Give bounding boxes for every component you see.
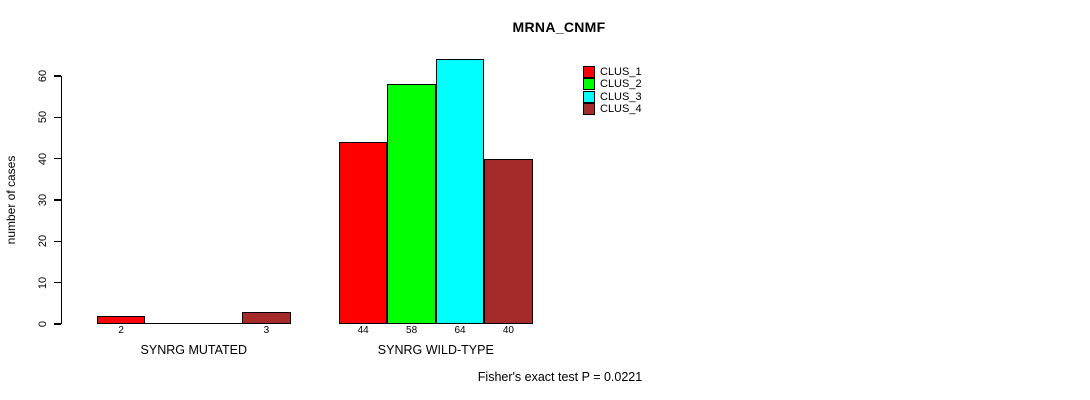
- annotation-text: Fisher's exact test P = 0.0221: [477, 370, 643, 384]
- group-label: SYNRG MUTATED: [140, 343, 248, 357]
- legend: CLUS_1 CLUS_2 CLUS_3 CLUS_4: [583, 66, 642, 116]
- legend-item: CLUS_3: [583, 90, 642, 103]
- legend-swatch: [583, 90, 595, 103]
- y-axis-tick: [54, 116, 61, 119]
- group-label: SYNRG WILD-TYPE: [377, 343, 494, 357]
- y-axis-tick: [54, 323, 61, 325]
- legend-swatch: [583, 66, 595, 79]
- y-axis-tick-label: 60: [37, 69, 49, 83]
- chart-title: MRNA_CNMF: [512, 19, 606, 35]
- y-axis-tick: [54, 240, 61, 243]
- zero-height-bar: [193, 322, 243, 324]
- y-axis-title: number of cases: [4, 155, 18, 245]
- legend-label: CLUS_3: [600, 90, 642, 103]
- y-axis-tick: [54, 157, 61, 160]
- bar-value-label: 44: [357, 325, 369, 336]
- legend-item: CLUS_2: [583, 78, 642, 91]
- y-axis-tick: [54, 75, 61, 77]
- y-axis-tick-label: 20: [37, 235, 49, 248]
- bar-value-label: 3: [263, 325, 270, 336]
- bar-value-label: 58: [406, 325, 418, 336]
- bar: [97, 315, 146, 324]
- bar: [339, 142, 388, 324]
- legend-item: CLUS_1: [583, 66, 642, 79]
- bar: [435, 59, 485, 324]
- y-axis-tick-label: 10: [37, 276, 49, 289]
- y-axis-tick: [54, 199, 61, 201]
- legend-label: CLUS_1: [600, 66, 642, 79]
- legend-swatch: [583, 78, 595, 91]
- legend-label: CLUS_4: [600, 103, 642, 116]
- legend-item: CLUS_4: [583, 103, 642, 116]
- y-axis-tick-label: 0: [37, 320, 49, 328]
- y-axis-line: [60, 76, 62, 324]
- bar-value-label: 2: [118, 325, 124, 336]
- y-axis-tick-label: 50: [37, 111, 49, 124]
- legend-label: CLUS_2: [600, 78, 642, 91]
- legend-swatch: [583, 103, 595, 116]
- y-axis-tick-label: 30: [37, 193, 49, 207]
- zero-height-bar: [145, 322, 194, 324]
- bar-value-label: 64: [454, 325, 466, 336]
- bar-value-label: 40: [502, 325, 514, 336]
- bar: [387, 84, 436, 324]
- bar: [484, 158, 533, 324]
- y-axis-tick: [54, 281, 61, 284]
- y-axis-tick-label: 40: [37, 152, 49, 165]
- bar: [242, 311, 291, 324]
